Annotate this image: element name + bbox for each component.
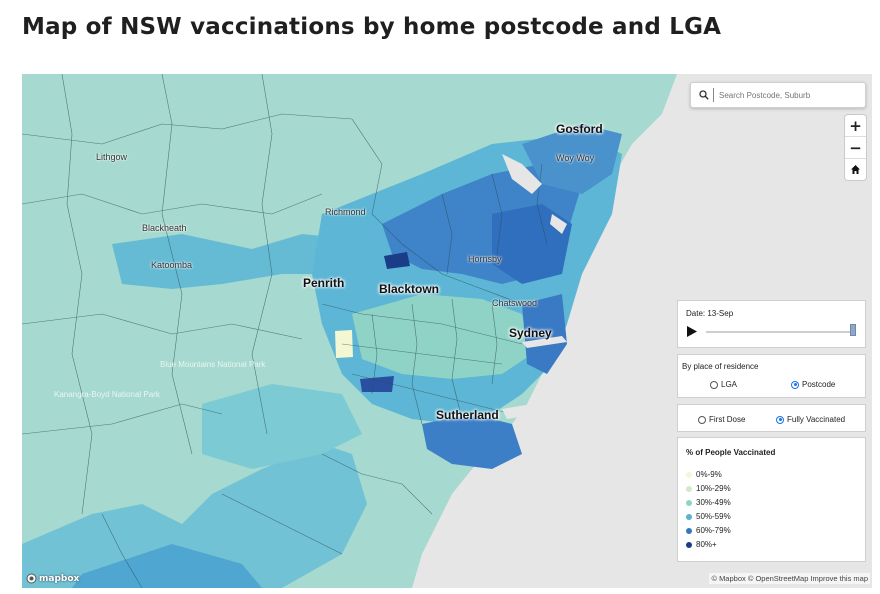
legend-item: 50%-59% — [686, 512, 731, 521]
page-title: Map of NSW vaccinations by home postcode… — [22, 14, 722, 40]
region-south — [202, 384, 362, 469]
label-sutherland: Sutherland — [436, 408, 499, 422]
radio-fully-vaccinated-label: Fully Vaccinated — [787, 415, 846, 424]
legend-swatch — [686, 541, 692, 548]
mapbox-logo[interactable]: mapbox — [26, 573, 79, 584]
radio-lga[interactable]: LGA — [710, 380, 737, 389]
radio-postcode-circle[interactable] — [791, 380, 799, 389]
region-bluemtns — [112, 234, 352, 289]
play-icon[interactable] — [686, 325, 698, 338]
legend-panel: % of People Vaccinated 0%-9% 10%-29% 30%… — [677, 437, 866, 562]
region-gosford — [522, 124, 622, 194]
radio-first-dose[interactable]: First Dose — [698, 415, 745, 424]
dose-panel: First Dose Fully Vaccinated — [677, 404, 866, 432]
legend-label: 0%-9% — [696, 470, 722, 479]
mapbox-icon — [26, 573, 37, 584]
radio-lga-circle[interactable] — [710, 380, 718, 389]
label-penrith: Penrith — [303, 276, 345, 290]
label-gosford: Gosford — [556, 122, 603, 136]
harbour-inlets — [502, 154, 567, 419]
legend-item: 60%-79% — [686, 526, 731, 535]
radio-fully-vaccinated[interactable]: Fully Vaccinated — [776, 415, 845, 424]
boundary-lines — [22, 74, 548, 588]
region-east — [522, 294, 567, 374]
label-blue-mountains-np: Blue Mountains National Park — [160, 360, 266, 369]
region-southwest — [22, 444, 367, 588]
zoom-in-button[interactable]: + — [845, 115, 866, 137]
label-blackheath: Blackheath — [142, 223, 187, 233]
timeline-panel: Date: 13-Sep — [677, 300, 866, 348]
label-blacktown: Blacktown — [379, 282, 440, 296]
radio-lga-label: LGA — [721, 380, 738, 389]
label-hornsby: Hornsby — [468, 254, 502, 264]
legend-item: 80%+ — [686, 540, 717, 549]
timeline-track[interactable] — [706, 331, 852, 333]
map-attribution[interactable]: © Mapbox © OpenStreetMap Improve this ma… — [709, 573, 870, 584]
timeline-handle[interactable] — [850, 324, 856, 336]
residence-panel: By place of residence LGA Postcode — [677, 354, 866, 398]
region-sutherland — [422, 414, 522, 469]
search-input[interactable] — [713, 88, 861, 102]
legend-label: 30%-49% — [696, 498, 731, 507]
legend-label: 60%-79% — [696, 526, 731, 535]
legend-item: 30%-49% — [686, 498, 731, 507]
label-woy-woy: Woy Woy — [556, 153, 595, 163]
radio-first-dose-circle[interactable] — [698, 415, 706, 424]
legend-item: 10%-29% — [686, 484, 731, 493]
legend-swatch — [686, 499, 692, 506]
home-button[interactable] — [845, 159, 866, 180]
radio-postcode[interactable]: Postcode — [791, 380, 835, 389]
navigation-control: + − — [845, 115, 866, 180]
region-80-2 — [360, 376, 394, 392]
radio-fully-vaccinated-circle[interactable] — [776, 415, 784, 424]
date-label: Date: 13-Sep — [686, 309, 734, 318]
mapbox-logo-text: mapbox — [39, 573, 80, 584]
legend-swatch — [686, 527, 692, 534]
legend-label: 50%-59% — [696, 512, 731, 521]
label-kanangra-np: Kanangra-Boyd National Park — [54, 390, 160, 399]
legend-label: 10%-29% — [696, 484, 731, 493]
search-box[interactable] — [690, 82, 866, 108]
map-canvas[interactable]: Gosford Woy Woy Lithgow Richmond Blackhe… — [22, 74, 872, 588]
radio-first-dose-label: First Dose — [709, 415, 746, 424]
region-hornsby — [492, 204, 572, 284]
legend-swatch — [686, 513, 692, 520]
residence-title: By place of residence — [682, 362, 759, 371]
label-richmond: Richmond — [325, 207, 366, 217]
region-southwest-2 — [72, 544, 262, 588]
legend-swatch — [686, 471, 692, 478]
label-chatswood: Chatswood — [492, 298, 538, 308]
label-sydney: Sydney — [509, 326, 552, 340]
zoom-out-button[interactable]: − — [845, 137, 866, 159]
search-icon — [699, 90, 709, 100]
region-inner — [352, 294, 532, 379]
label-katoomba: Katoomba — [151, 260, 193, 270]
label-lithgow: Lithgow — [96, 152, 128, 162]
legend-title: % of People Vaccinated — [686, 448, 776, 457]
legend-item: 0%-9% — [686, 470, 722, 479]
radio-postcode-label: Postcode — [802, 380, 836, 389]
legend-label: 80%+ — [696, 540, 717, 549]
home-icon — [851, 165, 860, 174]
legend-swatch — [686, 485, 692, 492]
region-80-1 — [384, 252, 410, 269]
